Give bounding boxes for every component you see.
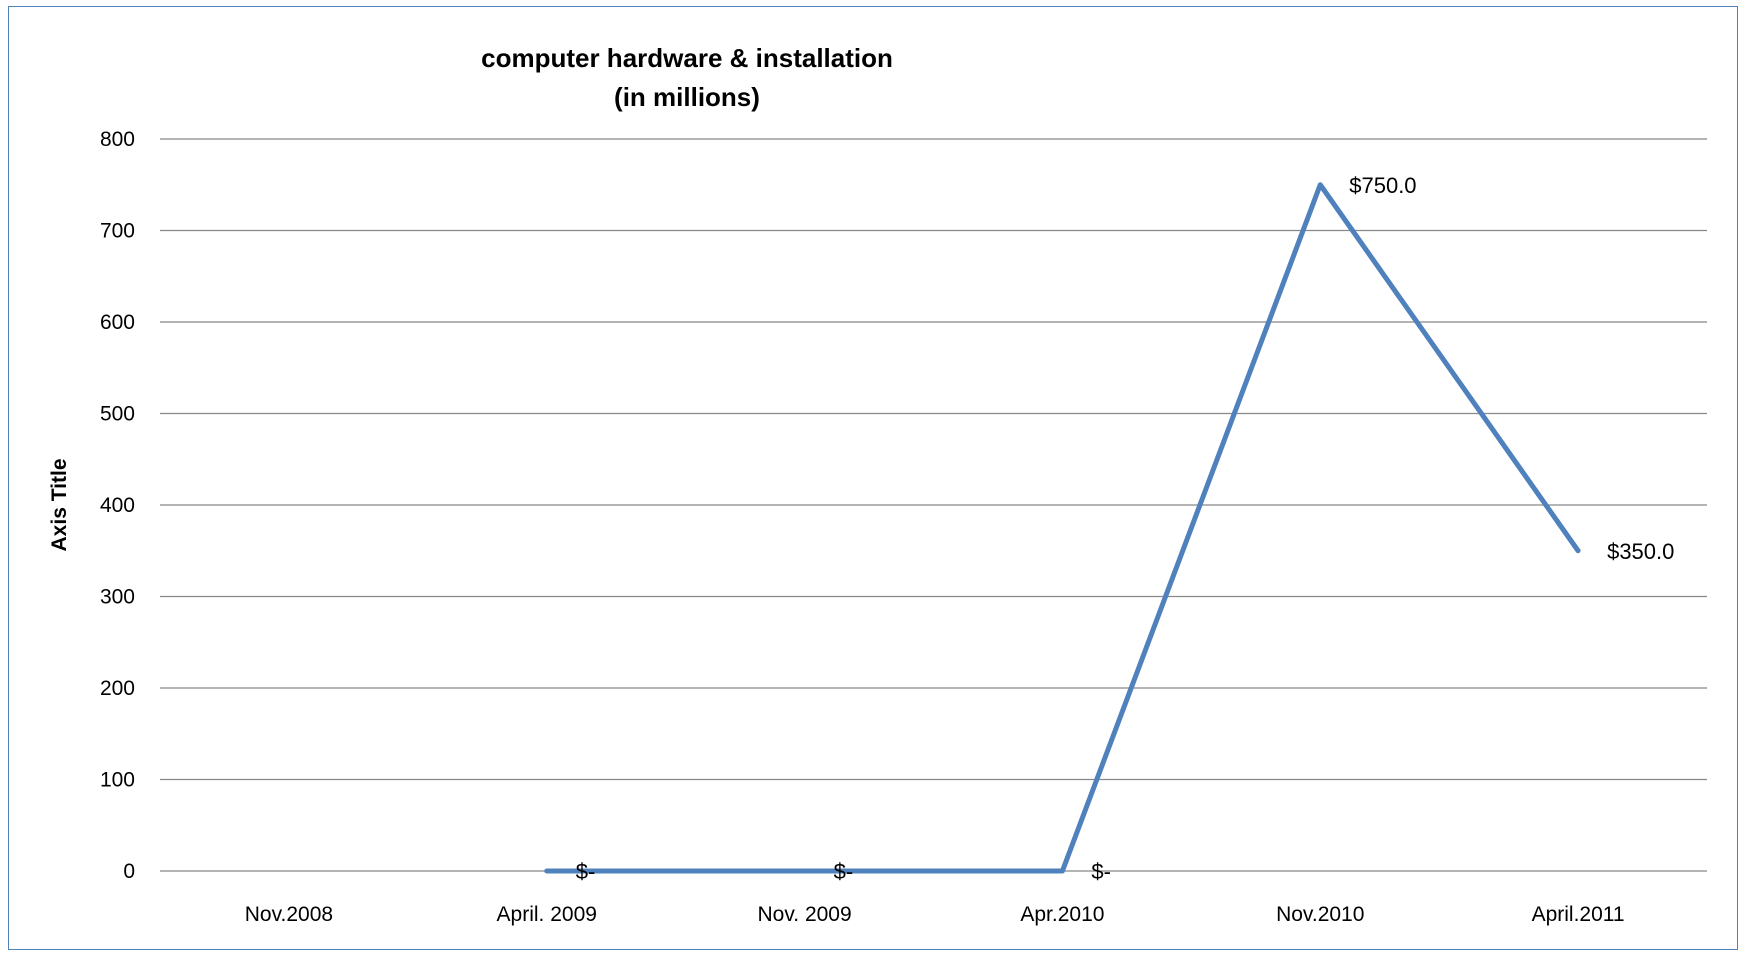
data-labels: $- $- $- $750.0 $350.0 [576, 173, 1675, 884]
y-tick-label-0: 0 [123, 860, 135, 883]
data-label-3: $- [834, 859, 854, 884]
y-axis-title: Axis Title [48, 459, 71, 552]
x-tick-label-3: Nov. 2009 [757, 903, 851, 926]
series-group [544, 182, 1581, 874]
x-tick-label-6: April.2011 [1532, 903, 1625, 926]
data-label-5: $750.0 [1349, 173, 1416, 198]
x-tick-label-5: Nov.2010 [1276, 903, 1364, 926]
x-tick-label-1: Nov.2008 [245, 903, 333, 926]
x-axis-tick-labels: Nov.2008 April. 2009 Nov. 2009 Apr.2010 Nov.… [245, 903, 1625, 926]
data-label-2: $- [576, 859, 596, 884]
data-label-6: $350.0 [1607, 539, 1674, 564]
y-tick-label-700: 700 [100, 220, 135, 243]
x-tick-label-2: April. 2009 [497, 903, 597, 926]
y-tick-label-300: 300 [100, 586, 135, 609]
series-line-1 [544, 182, 1581, 874]
chart-frame [8, 6, 1738, 950]
y-tick-label-500: 500 [100, 403, 135, 426]
y-tick-label-400: 400 [100, 494, 135, 517]
data-label-4: $- [1091, 859, 1111, 884]
y-tick-label-200: 200 [100, 677, 135, 700]
y-tick-label-800: 800 [100, 128, 135, 151]
chart-title-line-1: computer hardware & installation [481, 43, 893, 73]
x-tick-label-4: Apr.2010 [1020, 903, 1104, 926]
chart-title: computer hardware & installation (in mil… [481, 43, 893, 112]
y-axis-tick-labels: 0 100 200 300 400 500 600 700 800 [100, 128, 135, 883]
y-tick-label-100: 100 [100, 769, 135, 792]
gridlines [160, 138, 1707, 872]
y-tick-label-600: 600 [100, 311, 135, 334]
chart-title-line-2: (in millions) [614, 82, 760, 112]
